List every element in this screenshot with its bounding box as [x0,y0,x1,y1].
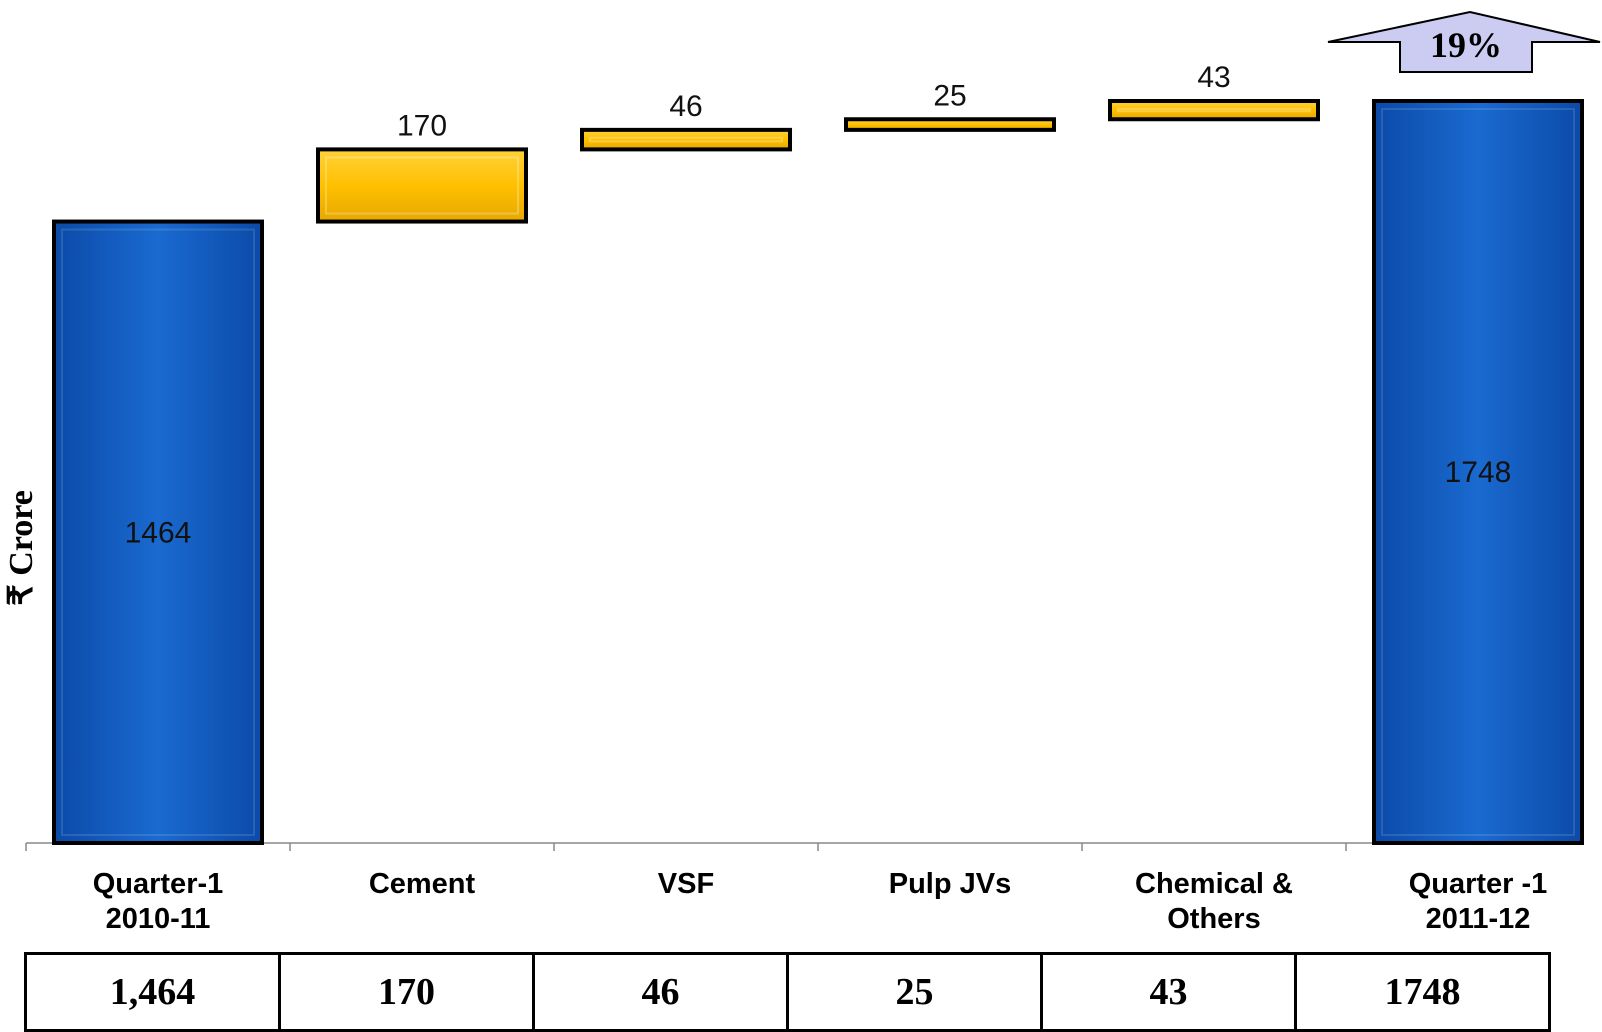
growth-arrow-shape [1327,10,1601,73]
value-label: 43 [1197,61,1230,94]
total-bar [1372,99,1584,845]
total-bar [52,219,264,845]
bars-group [52,99,1584,845]
table-cell-0: 1,464 [24,952,281,1032]
bar-bevel [1117,108,1311,113]
increment-bar [316,147,528,224]
value-table: 1,464 170 46 25 43 1748 [24,952,1551,1032]
table-cell-5: 1748 [1294,952,1551,1032]
x-axis-ticks [25,843,1347,851]
increment-bar [844,117,1056,132]
y-axis-label: ₹ Crore [3,490,40,606]
value-labels-group: 1464 170 46 25 43 1748 [125,61,1512,549]
value-label: 1748 [1445,456,1512,489]
value-label: 170 [397,109,447,142]
category-label: VSF [658,868,714,900]
table-row: 1,464 170 46 25 43 1748 [24,952,1551,1032]
table-cell-1: 170 [278,952,535,1032]
growth-arrow: 19% [1327,10,1601,73]
value-label: 1464 [125,516,192,549]
bar-bevel [589,136,783,143]
table-cell-3: 25 [786,952,1043,1032]
category-label: Cement [369,868,476,900]
category-label: Quarter-1 2010-11 [93,868,224,935]
value-label: 46 [669,90,702,123]
category-label: Chemical & Others [1135,868,1293,935]
increment-bar [1108,99,1320,122]
category-label: Quarter -1 2011-12 [1409,868,1548,935]
category-labels-group: Quarter-1 2010-11 Cement VSF Pulp JVs Chemica… [93,868,1548,935]
bar-bevel [325,156,519,215]
waterfall-chart: 1464 170 46 25 43 1748 Quarter-1 2010-11 Cement… [3,10,1601,935]
value-label: 25 [933,79,966,112]
growth-label: 19% [1430,25,1502,65]
table-cell-4: 43 [1040,952,1297,1032]
bar-bevel [61,228,255,836]
increment-bar [580,127,792,152]
bar-bevel [1381,108,1575,836]
category-label: Pulp JVs [889,868,1012,900]
table-cell-2: 46 [532,952,789,1032]
